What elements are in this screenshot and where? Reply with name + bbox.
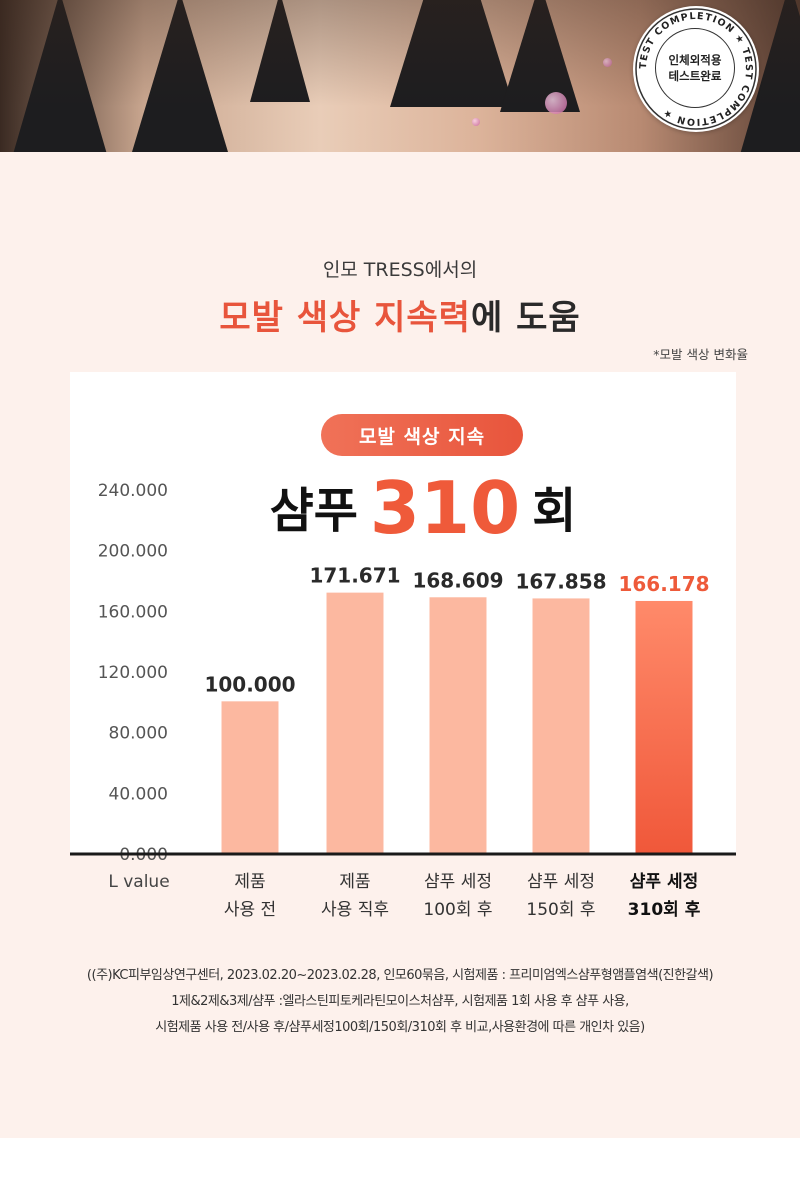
y-tick-label: 120.000	[98, 663, 168, 683]
x-tick-label: 100회 후	[423, 900, 492, 920]
hair-cone-shape	[390, 0, 514, 107]
stamp-line-1: 인체외적용	[668, 53, 722, 67]
bar	[429, 597, 487, 853]
bar-value-label: 166.178	[618, 572, 709, 596]
hair-cone-shape	[5, 0, 115, 152]
chart-note: *모발 색상 변화율	[653, 347, 748, 362]
bar-value-label: 167.858	[515, 569, 606, 593]
x-tick-label: 사용 전	[224, 900, 276, 920]
y-tick-label: 40.000	[109, 784, 168, 804]
bar	[221, 701, 279, 853]
x-tick-label: 사용 직후	[321, 900, 389, 920]
color-retention-badge: 모발 색상 지속	[321, 414, 523, 456]
bar-value-label: 168.609	[412, 568, 503, 592]
footnote-line-2: 1제&2제&3제/샴푸 :엘라스틴피토케라틴모이스처샴푸, 시험제품 1회 사용…	[171, 994, 629, 1009]
shampoo-count-callout: 샴푸 310 회	[0, 466, 800, 550]
x-tick-label: 150회 후	[526, 900, 595, 920]
footnote-line-3: 시험제품 사용 전/사용 후/샴푸세정100회/150회/310회 후 비교,사…	[155, 1020, 645, 1035]
x-tick-label: 제품	[234, 872, 265, 892]
hair-cone-shape	[250, 0, 310, 102]
headline-accent: 모발 색상 지속력	[219, 298, 471, 338]
hair-cone-shape	[500, 0, 580, 112]
test-completion-stamp: TEST COMPLETION ★ TEST COMPLETION ★ 인체외적…	[633, 6, 759, 132]
stamp-center: 인체외적용 테스트완료	[655, 28, 735, 108]
bar	[532, 598, 590, 853]
y-tick-label: 200.000	[98, 542, 168, 562]
bead-decoration	[472, 118, 480, 126]
y-tick-label: 80.000	[109, 724, 168, 744]
footnote: ((주)KC피부임상연구센터, 2023.02.20~2023.02.28, 인…	[40, 963, 760, 1041]
callout-number: 310	[369, 466, 521, 550]
bead-decoration	[545, 92, 567, 114]
y-tick-label: 240.000	[98, 481, 168, 501]
stamp-line-2: 테스트완료	[668, 69, 722, 83]
x-tick-label: 310회 후	[628, 899, 701, 920]
headline: 모발 색상 지속력에 도움	[0, 290, 800, 339]
subtitle: 인모 TRESS에서의	[322, 259, 478, 281]
x-tick-label: 샴푸 세정	[630, 872, 698, 892]
footnote-line-1: ((주)KC피부임상연구센터, 2023.02.20~2023.02.28, 인…	[86, 968, 714, 983]
bar	[635, 600, 693, 853]
headline-rest: 에 도움	[470, 298, 581, 338]
bar-value-label: 100.000	[204, 672, 295, 696]
bead-decoration	[603, 58, 612, 67]
callout-word-times: 회	[532, 483, 577, 539]
x-axis-label: L value	[108, 872, 169, 892]
hair-cone-shape	[120, 0, 240, 152]
y-tick-label: 160.000	[98, 602, 168, 622]
bar	[326, 592, 384, 853]
x-tick-label: 샴푸 세정	[424, 872, 492, 892]
bar-value-label: 171.671	[309, 564, 400, 588]
callout-word-shampoo: 샴푸	[269, 483, 358, 539]
x-tick-label: 샴푸 세정	[527, 872, 595, 892]
x-tick-label: 제품	[339, 872, 370, 892]
hero-image: TEST COMPLETION ★ TEST COMPLETION ★ 인체외적…	[0, 0, 800, 152]
